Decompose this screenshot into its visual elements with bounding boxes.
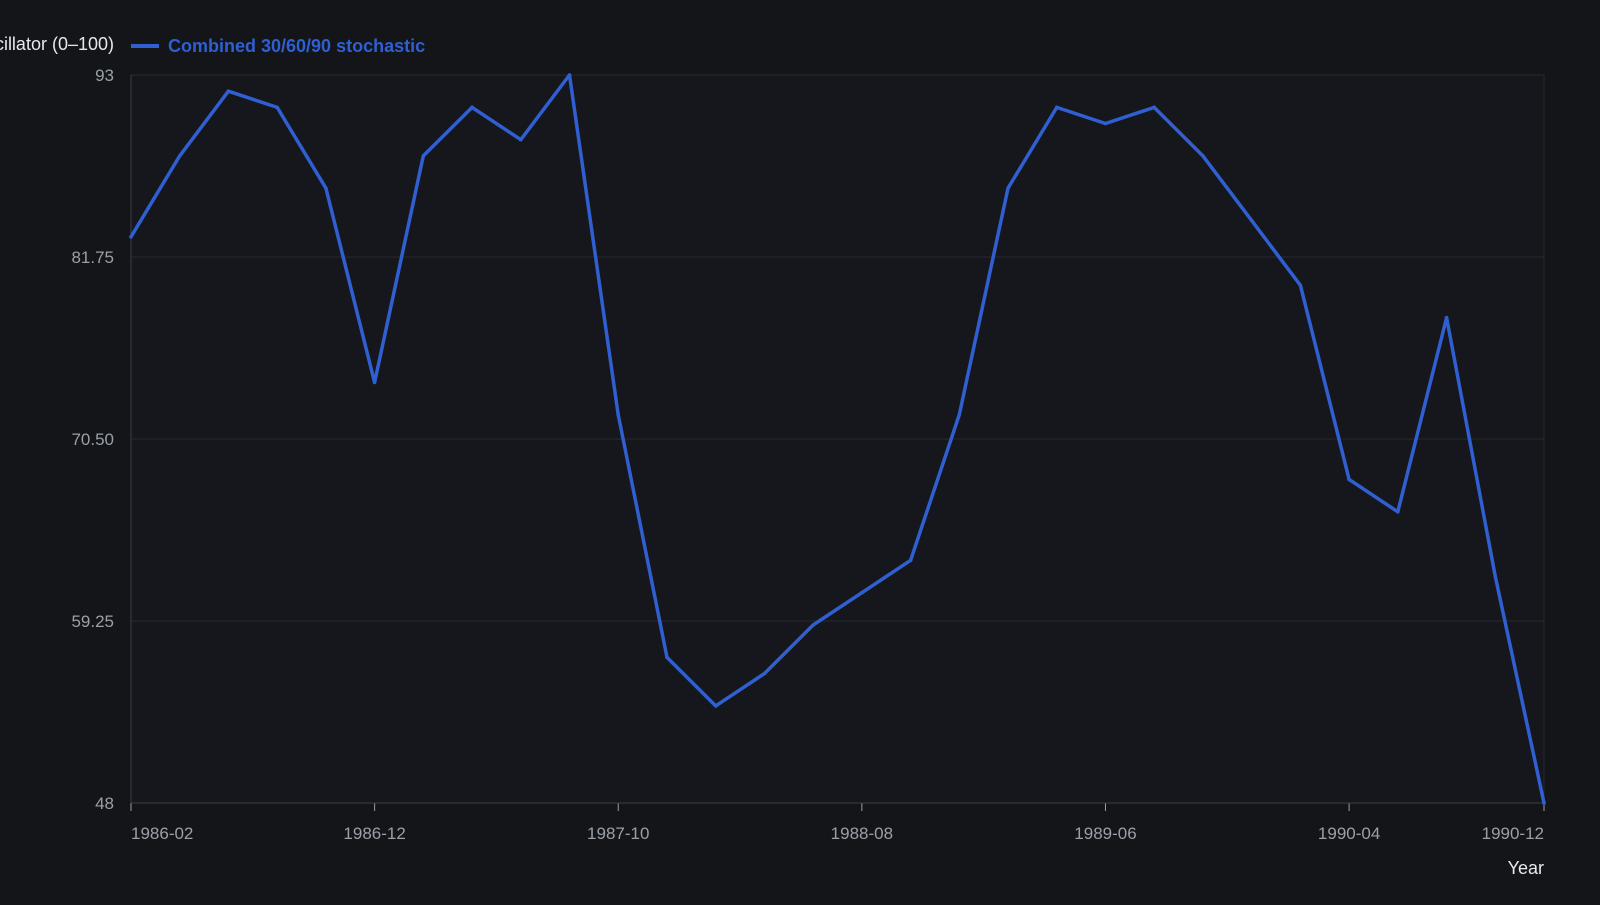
data-point: [1298, 283, 1303, 288]
data-point: [567, 73, 572, 77]
data-point: [616, 412, 621, 417]
data-point: [1152, 105, 1157, 110]
data-point: [713, 704, 718, 708]
y-axis-label: Oscillator (0–100): [0, 34, 114, 54]
grid-lines: [131, 256, 1544, 622]
data-point: [1347, 477, 1351, 482]
x-axis-ticks: 1986-02 1986-12 1987-10 1988-08 1989-06 1990-…: [130, 803, 1545, 843]
data-point: [372, 380, 377, 385]
y-tick-label: 48: [95, 794, 114, 813]
data-point: [1006, 186, 1010, 191]
series-layer: [129, 73, 1546, 805]
data-point: [811, 623, 815, 627]
data-point: [1054, 105, 1059, 110]
data-point: [275, 105, 279, 110]
y-tick-label: 59.25: [71, 612, 114, 631]
data-point: [665, 655, 669, 660]
y-tick-label: 81.75: [71, 248, 114, 267]
x-axis-label: Year: [1508, 858, 1544, 878]
data-point: [1493, 574, 1498, 579]
x-tick-label: 1990-04: [1318, 824, 1380, 843]
y-tick-label: 70.50: [71, 430, 114, 449]
x-tick-label: 1987-10: [587, 824, 649, 843]
data-point: [1396, 510, 1400, 514]
data-point: [1249, 218, 1254, 223]
series-line: [129, 73, 1546, 805]
data-point: [908, 558, 913, 563]
x-tick-label: 1990-12: [1482, 824, 1544, 843]
data-point: [421, 154, 426, 158]
x-tick-label: 1986-12: [343, 824, 405, 843]
y-axis-ticks: 93 81.75 70.50 59.25 48: [71, 66, 114, 813]
data-point: [860, 590, 864, 595]
data-point: [957, 412, 962, 417]
data-point: [324, 186, 328, 191]
y-tick-label: 93: [95, 66, 114, 85]
data-point: [470, 105, 474, 110]
data-point: [226, 89, 231, 93]
legend-label: Combined 30/60/90 stochastic: [168, 36, 425, 56]
x-tick-label: 1988-08: [831, 824, 893, 843]
data-point: [1201, 154, 1205, 158]
data-point: [518, 137, 523, 142]
data-point: [129, 234, 133, 239]
data-point: [1444, 315, 1449, 320]
data-point: [762, 671, 767, 676]
x-tick-label: 1986-02: [131, 824, 193, 843]
x-tick-label: 1989-06: [1074, 824, 1136, 843]
data-point: [177, 154, 182, 158]
data-point: [1542, 801, 1546, 805]
data-point: [1103, 121, 1108, 126]
